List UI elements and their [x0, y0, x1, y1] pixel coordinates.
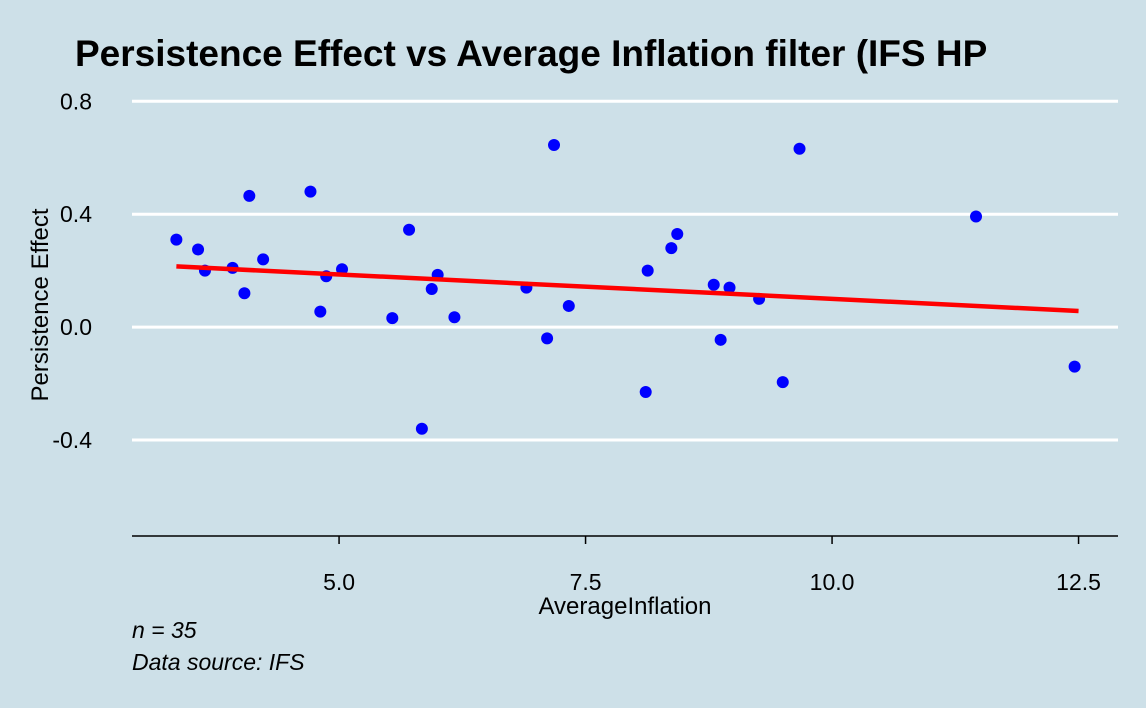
data-point — [707, 278, 720, 291]
x-tick-label: 5.0 — [323, 569, 355, 595]
data-point — [415, 422, 428, 435]
y-tick-label: -0.4 — [52, 427, 92, 453]
data-point — [314, 305, 327, 318]
data-point — [665, 242, 678, 255]
chart-title: Persistence Effect vs Average Inflation … — [75, 33, 987, 74]
y-axis-label: Persistence Effect — [27, 208, 54, 401]
data-point — [425, 283, 438, 296]
data-point — [1068, 360, 1081, 373]
data-point — [671, 227, 684, 240]
data-point — [448, 311, 461, 324]
x-axis-ticks: 5.0 7.5 10.0 12.5 — [323, 536, 1101, 595]
sample-size-caption: n = 35 — [132, 617, 197, 643]
data-point — [776, 376, 789, 389]
y-axis-ticks: 0.8 0.4 0.0 -0.4 — [52, 88, 92, 453]
data-point — [723, 281, 736, 294]
data-point — [714, 333, 727, 346]
data-point — [386, 312, 399, 325]
x-tick-label: 10.0 — [810, 569, 855, 595]
x-tick-label: 7.5 — [570, 569, 602, 595]
x-tick-label: 12.5 — [1056, 569, 1101, 595]
data-point — [257, 253, 270, 266]
data-point — [403, 223, 416, 236]
trend-line — [176, 264, 1079, 314]
data-point — [243, 189, 256, 202]
data-point — [548, 139, 561, 152]
data-point — [793, 142, 806, 155]
data-point — [192, 243, 205, 256]
data-point — [304, 185, 317, 198]
y-tick-label: 0.8 — [60, 88, 92, 114]
y-tick-label: 0.0 — [60, 314, 92, 340]
x-axis-label: AverageInflation — [538, 593, 711, 620]
data-point — [641, 264, 654, 277]
data-point — [170, 233, 183, 246]
data-point — [238, 287, 251, 300]
data-point — [639, 386, 652, 399]
data-point — [541, 332, 554, 345]
data-point — [970, 210, 983, 223]
grid-lines — [132, 99, 1118, 442]
data-point — [562, 299, 575, 312]
data-source-caption: Data source: IFS — [132, 649, 305, 675]
y-tick-label: 0.4 — [60, 201, 92, 227]
